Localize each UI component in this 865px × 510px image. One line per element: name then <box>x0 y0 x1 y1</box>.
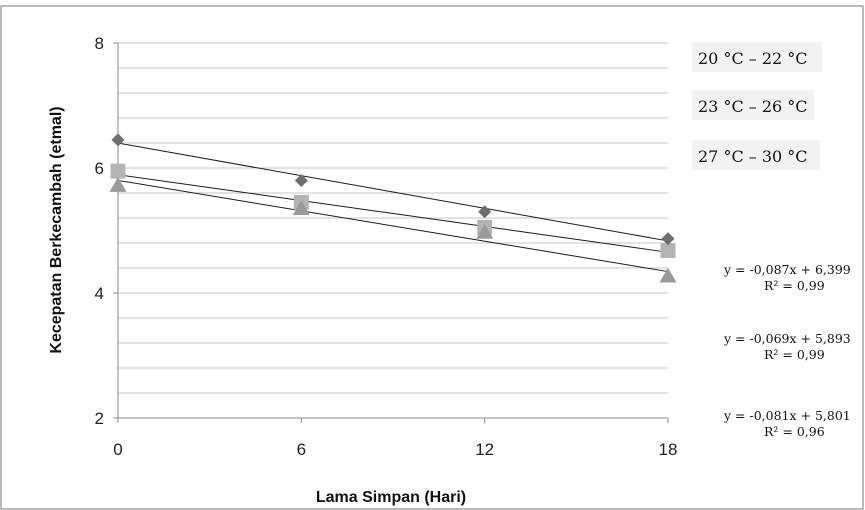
data-point-diamond <box>478 205 492 219</box>
r2-series-3: R² = 0,96 <box>764 424 825 439</box>
data-point-triangle <box>292 200 310 215</box>
y-axis-title: Kecepatan Berkecambah (etmal) <box>48 106 65 353</box>
legend-label-3: 27 °C – 30 °C <box>698 147 808 166</box>
y-tick-label: 6 <box>95 159 104 178</box>
trendline-series-1 <box>117 142 669 242</box>
legend-box-2 <box>692 90 814 120</box>
data-markers <box>109 133 677 283</box>
trendlines <box>117 142 669 273</box>
x-axis-title: Lama Simpan (Hari) <box>316 489 466 506</box>
y-tick-label: 4 <box>95 284 104 303</box>
chart-frame <box>0 5 864 510</box>
r2-series-2: R² = 0,99 <box>764 347 825 362</box>
data-point-diamond <box>111 133 125 147</box>
data-point-diamond <box>661 232 675 246</box>
trendline-series-3 <box>117 179 669 273</box>
equation-series-2: y = -0,069x + 5,893 <box>723 331 851 346</box>
x-tick-label: 6 <box>297 440 306 459</box>
data-point-triangle <box>659 267 677 283</box>
trendline-series-2 <box>117 174 669 253</box>
axes <box>113 42 669 423</box>
tick-labels: 2 4 6 8 0 6 12 18 <box>95 34 678 459</box>
y-tick-label: 2 <box>95 409 104 428</box>
legend-box-1 <box>692 42 822 72</box>
legend-box-3 <box>692 140 820 170</box>
x-tick-label: 0 <box>113 440 122 459</box>
data-point-triangle <box>109 177 127 192</box>
data-point-diamond <box>294 174 308 187</box>
y-tick-label: 8 <box>95 34 104 53</box>
trendline-equations: y = -0,087x + 6,399 R² = 0,99 y = -0,069… <box>723 262 851 439</box>
x-tick-label: 12 <box>475 440 494 459</box>
data-point-square <box>660 243 676 258</box>
legend: 20 °C – 22 °C 23 °C – 26 °C 27 °C – 30 °… <box>692 42 822 170</box>
x-tick-label: 18 <box>659 440 678 459</box>
equation-series-3: y = -0,081x + 5,801 <box>723 408 851 423</box>
gridlines <box>118 42 668 394</box>
r2-series-1: R² = 0,99 <box>764 278 825 293</box>
data-point-square <box>110 163 126 179</box>
legend-label-2: 23 °C – 26 °C <box>698 97 808 116</box>
equation-series-1: y = -0,087x + 6,399 <box>723 262 851 277</box>
data-point-triangle <box>476 223 494 239</box>
legend-label-1: 20 °C – 22 °C <box>698 49 808 68</box>
